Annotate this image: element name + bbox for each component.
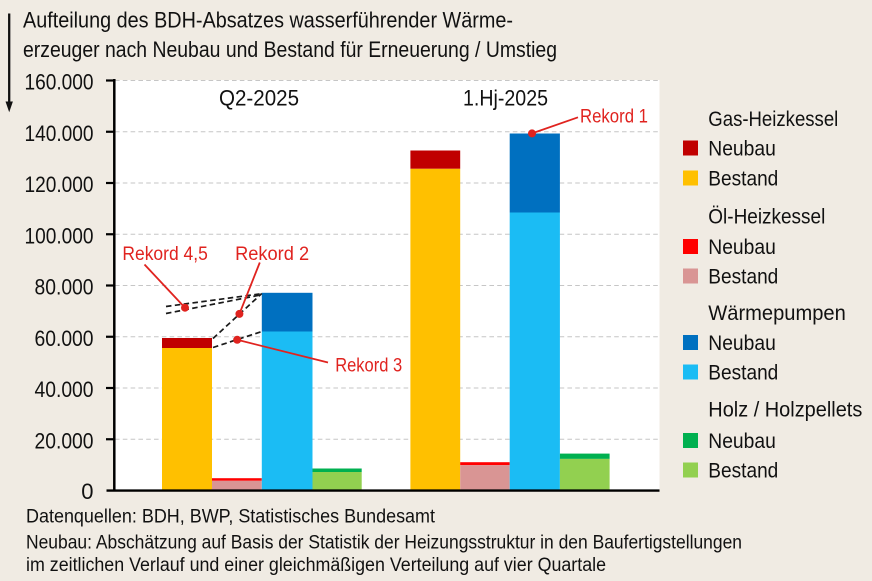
svg-text:Bestand: Bestand xyxy=(708,362,778,385)
svg-text:Aufteilung des BDH-Absatzes wa: Aufteilung des BDH-Absatzes wasserführen… xyxy=(23,8,513,33)
svg-text:Neubau: Abschätzung auf Basis: Neubau: Abschätzung auf Basis der Statis… xyxy=(26,533,742,554)
svg-text:20.000: 20.000 xyxy=(35,428,94,453)
svg-text:Gas-Heizkessel: Gas-Heizkessel xyxy=(708,108,838,131)
svg-text:160.000: 160.000 xyxy=(25,70,94,95)
svg-text:60.000: 60.000 xyxy=(35,326,94,351)
svg-text:Datenquellen: BDH, BWP, Statis: Datenquellen: BDH, BWP, Statistisches Bu… xyxy=(26,506,436,527)
svg-text:Rekord 4,5: Rekord 4,5 xyxy=(122,244,207,265)
svg-text:0: 0 xyxy=(81,479,93,504)
svg-text:erzeuger nach Neubau und Besta: erzeuger nach Neubau und Bestand für Ern… xyxy=(23,37,557,62)
svg-text:im zeitlichen Verlauf und eine: im zeitlichen Verlauf und einer gleichmä… xyxy=(26,555,606,576)
svg-text:Q2-2025: Q2-2025 xyxy=(219,86,299,111)
svg-text:Bestand: Bestand xyxy=(708,460,778,483)
svg-text:Bestand: Bestand xyxy=(708,266,778,289)
svg-text:120.000: 120.000 xyxy=(25,172,94,197)
svg-text:100.000: 100.000 xyxy=(25,223,94,248)
svg-text:Bestand: Bestand xyxy=(708,168,778,191)
svg-text:Rekord 3: Rekord 3 xyxy=(335,356,402,377)
svg-text:1.Hj-2025: 1.Hj-2025 xyxy=(463,86,548,111)
svg-text:Holz / Holzpellets: Holz / Holzpellets xyxy=(708,399,862,422)
svg-text:140.000: 140.000 xyxy=(25,121,94,146)
svg-text:80.000: 80.000 xyxy=(35,275,94,300)
svg-text:Rekord 2: Rekord 2 xyxy=(235,244,309,265)
svg-text:Neubau: Neubau xyxy=(708,236,776,259)
svg-text:Wärmepumpen: Wärmepumpen xyxy=(708,302,846,325)
svg-text:Neubau: Neubau xyxy=(708,332,776,355)
svg-text:Öl-Heizkessel: Öl-Heizkessel xyxy=(708,206,825,229)
svg-text:Neubau: Neubau xyxy=(708,138,776,161)
svg-text:Rekord 1: Rekord 1 xyxy=(580,106,648,127)
svg-text:40.000: 40.000 xyxy=(35,377,94,402)
svg-text:Neubau: Neubau xyxy=(708,430,776,453)
